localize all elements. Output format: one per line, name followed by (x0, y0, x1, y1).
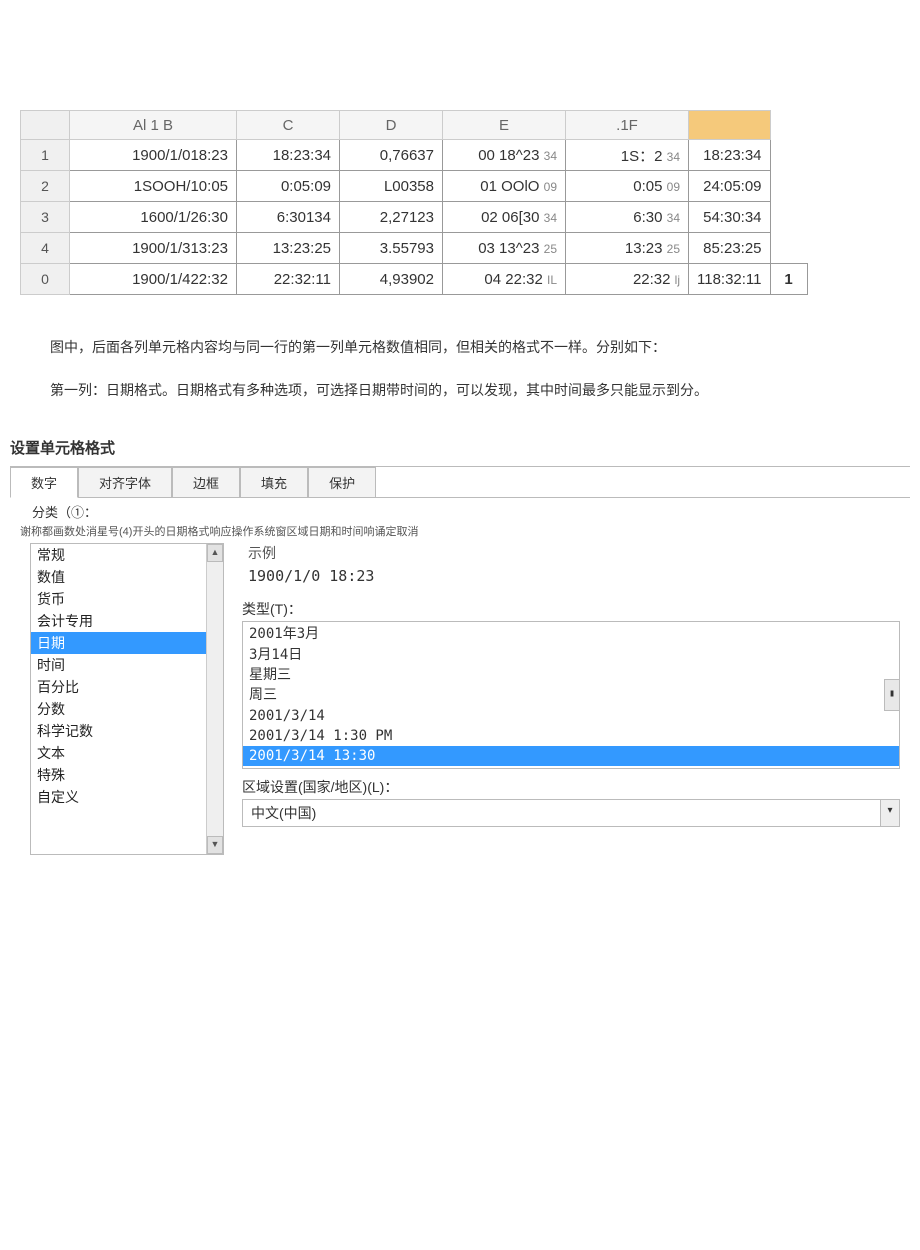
category-item-special[interactable]: 特殊 (31, 764, 223, 786)
format-cells-dialog-title: 设置单元格格式 (10, 437, 910, 458)
tab-fill[interactable]: 填充 (240, 467, 308, 497)
cell[interactable]: 1S：2 34 (566, 140, 689, 171)
type-item[interactable]: 2001/3/14 (243, 706, 899, 726)
cell[interactable]: 1600/1/26:30 (70, 202, 237, 233)
category-item-time[interactable]: 时间 (31, 654, 223, 676)
cell[interactable]: 1900/1/018:23 (70, 140, 237, 171)
col-b-header: Al 1 B (70, 111, 237, 140)
cell-extra: 1 (770, 264, 807, 295)
cell[interactable]: 54:30:34 (689, 202, 771, 233)
category-item-percentage[interactable]: 百分比 (31, 676, 223, 698)
category-item-general[interactable]: 常规 (31, 544, 223, 566)
category-item-date[interactable]: 日期 (31, 632, 223, 654)
rownum: 0 (21, 264, 70, 295)
col-rownum-header (21, 111, 70, 140)
table-row: 4 1900/1/313:23 13:23:25 3.55793 03 13^2… (21, 233, 808, 264)
cell[interactable]: 6:30 34 (566, 202, 689, 233)
col-c-header: C (237, 111, 340, 140)
cell[interactable]: L00358 (340, 171, 443, 202)
type-scroll-icon[interactable]: ▮ (884, 679, 900, 711)
chevron-down-icon[interactable]: ▾ (880, 800, 899, 826)
col-f-header: .1F (566, 111, 689, 140)
cell[interactable]: 13:23:25 (237, 233, 340, 264)
cell[interactable]: 0:05:09 (237, 171, 340, 202)
description-paragraph-2: 第一列：日期格式。日期格式有多种选项，可选择日期带时间的，可以发现，其中时间最多… (50, 378, 870, 403)
table-row: 0 1900/1/422:32 22:32:11 4,93902 04 22:3… (21, 264, 808, 295)
type-item[interactable]: 2001年3月 (243, 624, 899, 644)
category-item-number[interactable]: 数值 (31, 566, 223, 588)
category-item-text[interactable]: 文本 (31, 742, 223, 764)
cell[interactable]: 118:32:11 (689, 264, 771, 295)
category-item-accounting[interactable]: 会计专用 (31, 610, 223, 632)
header-row: Al 1 B C D E .1F (21, 111, 808, 140)
table-row: 2 1SOOH/10:05 0:05:09 L00358 01 OOlO 09 … (21, 171, 808, 202)
cell[interactable]: 3.55793 (340, 233, 443, 264)
type-label: 类型(T)： (242, 599, 900, 619)
tab-number[interactable]: 数字 (10, 467, 78, 498)
rownum: 4 (21, 233, 70, 264)
description-paragraph-1: 图中，后面各列单元格内容均与同一行的第一列单元格数值相同，但相关的格式不一样。分… (50, 335, 870, 360)
cell[interactable]: 22:32:11 (237, 264, 340, 295)
cell[interactable]: 2,27123 (340, 202, 443, 233)
rownum: 1 (21, 140, 70, 171)
cell[interactable]: 22:32 lj (566, 264, 689, 295)
cell[interactable]: 6:30134 (237, 202, 340, 233)
scroll-up-icon[interactable]: ▲ (207, 544, 223, 562)
category-item-custom[interactable]: 自定义 (31, 786, 223, 808)
dialog-tabs: 数字 对齐字体 边框 填充 保护 (10, 467, 910, 498)
cell[interactable]: 85:23:25 (689, 233, 771, 264)
type-item[interactable]: 星期三 (243, 665, 899, 685)
cell[interactable]: 18:23:34 (689, 140, 771, 171)
cell[interactable]: 00 18^23 34 (443, 140, 566, 171)
cell[interactable]: 03 13^23 25 (443, 233, 566, 264)
table-row: 3 1600/1/26:30 6:30134 2,27123 02 06[30 … (21, 202, 808, 233)
category-item-fraction[interactable]: 分数 (31, 698, 223, 720)
cell[interactable]: 1900/1/313:23 (70, 233, 237, 264)
rownum: 3 (21, 202, 70, 233)
category-item-scientific[interactable]: 科学记数 (31, 720, 223, 742)
locale-dropdown[interactable]: 中文(中国) ▾ (242, 799, 900, 827)
scroll-down-icon[interactable]: ▼ (207, 836, 223, 854)
locale-value: 中文(中国) (251, 805, 316, 821)
cell[interactable]: 04 22:32 IL (443, 264, 566, 295)
rownum: 2 (21, 171, 70, 202)
type-item[interactable]: 周三 (243, 685, 899, 705)
tab-align-font[interactable]: 对齐字体 (78, 467, 172, 497)
cell[interactable]: 0:05 09 (566, 171, 689, 202)
col-e-header: E (443, 111, 566, 140)
col-d-header: D (340, 111, 443, 140)
cell[interactable]: 13:23 25 (566, 233, 689, 264)
tab-border[interactable]: 边框 (172, 467, 240, 497)
cell[interactable]: 18:23:34 (237, 140, 340, 171)
type-item-selected[interactable]: 2001/3/14 13:30 (243, 746, 899, 766)
type-item[interactable]: 3月14日 (243, 645, 899, 665)
sample-value: 1900/1/0 18:23 (248, 567, 900, 585)
helper-text: 谢称都画数处消星号(4)开头的日期格式响应操作系统窗区域日期和时间响诵定取消 (20, 523, 900, 539)
category-label: 分类（①： (32, 502, 910, 521)
cell[interactable]: 0,76637 (340, 140, 443, 171)
spreadsheet: Al 1 B C D E .1F 1 1900/1/018:23 18:23:3… (20, 110, 808, 295)
col-g-header (689, 111, 771, 140)
cell[interactable]: 02 06[30 34 (443, 202, 566, 233)
cell[interactable]: 24:05:09 (689, 171, 771, 202)
sample-label: 示例 (248, 543, 900, 563)
type-item[interactable]: 2001/3/14 1:30 PM (243, 726, 899, 746)
format-cells-dialog: 数字 对齐字体 边框 填充 保护 分类（①： 谢称都画数处消星号(4)开头的日期… (10, 466, 910, 855)
cell[interactable]: 4,93902 (340, 264, 443, 295)
locale-label: 区域设置(国家/地区)(L)： (242, 777, 900, 797)
category-item-currency[interactable]: 货币 (31, 588, 223, 610)
tab-protect[interactable]: 保护 (308, 467, 376, 497)
type-listbox[interactable]: 2001年3月 3月14日 星期三 周三 2001/3/14 2001/3/14… (242, 621, 900, 769)
table-row: 1 1900/1/018:23 18:23:34 0,76637 00 18^2… (21, 140, 808, 171)
cell[interactable]: 1900/1/422:32 (70, 264, 237, 295)
category-scrollbar[interactable]: ▲ ▼ (206, 544, 223, 854)
cell[interactable]: 01 OOlO 09 (443, 171, 566, 202)
cell[interactable]: 1SOOH/10:05 (70, 171, 237, 202)
category-listbox[interactable]: 常规 数值 货币 会计专用 日期 时间 百分比 分数 科学记数 文本 特殊 自定… (30, 543, 224, 855)
